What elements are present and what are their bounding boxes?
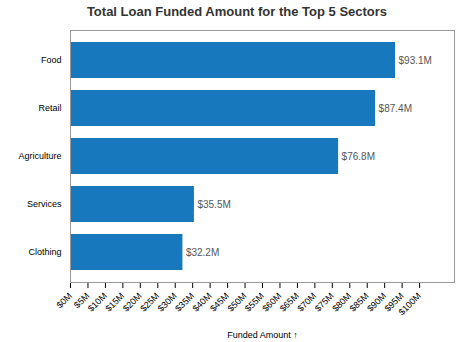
svg-text:Agriculture: Agriculture xyxy=(18,151,61,161)
svg-text:$70M: $70M xyxy=(295,291,318,314)
svg-text:Funded Amount ↑: Funded Amount ↑ xyxy=(227,330,298,340)
svg-text:$80M: $80M xyxy=(330,291,353,314)
svg-text:$75M: $75M xyxy=(313,291,336,314)
svg-text:$40M: $40M xyxy=(191,291,214,314)
svg-text:$20M: $20M xyxy=(121,291,144,314)
svg-text:$76.8M: $76.8M xyxy=(342,151,375,162)
svg-text:$65M: $65M xyxy=(278,291,301,314)
svg-text:$60M: $60M xyxy=(260,291,283,314)
svg-text:$35M: $35M xyxy=(173,291,196,314)
svg-text:$95M: $95M xyxy=(382,290,406,314)
svg-text:Services: Services xyxy=(27,199,62,209)
svg-text:Retail: Retail xyxy=(38,103,61,113)
svg-text:$25M: $25M xyxy=(138,291,161,314)
svg-text:$45M: $45M xyxy=(208,291,231,314)
svg-text:$85M: $85M xyxy=(348,291,371,314)
html-text:Total Loan Funded Amount for t: Total Loan Funded Amount for the Top 5 S… xyxy=(86,4,388,19)
svg-text:$30M: $30M xyxy=(156,291,179,314)
svg-text:$90M: $90M xyxy=(365,291,388,314)
svg-text:$50M: $50M xyxy=(226,291,249,314)
svg-text:$15M: $15M xyxy=(103,291,126,314)
svg-text:$87.4M: $87.4M xyxy=(379,103,412,114)
svg-text:$93.1M: $93.1M xyxy=(399,55,432,66)
svg-text:$35.5M: $35.5M xyxy=(197,199,230,210)
svg-text:$10M: $10M xyxy=(86,291,109,314)
svg-text:$55M: $55M xyxy=(243,291,266,314)
svg-text:Food: Food xyxy=(41,55,62,65)
svg-text:Clothing: Clothing xyxy=(28,247,61,257)
svg-text:$5M: $5M xyxy=(71,290,92,311)
svg-text:$0M: $0M xyxy=(54,291,73,310)
svg-text:$32.2M: $32.2M xyxy=(186,247,219,258)
svg-text:$100M: $100M xyxy=(397,291,424,318)
